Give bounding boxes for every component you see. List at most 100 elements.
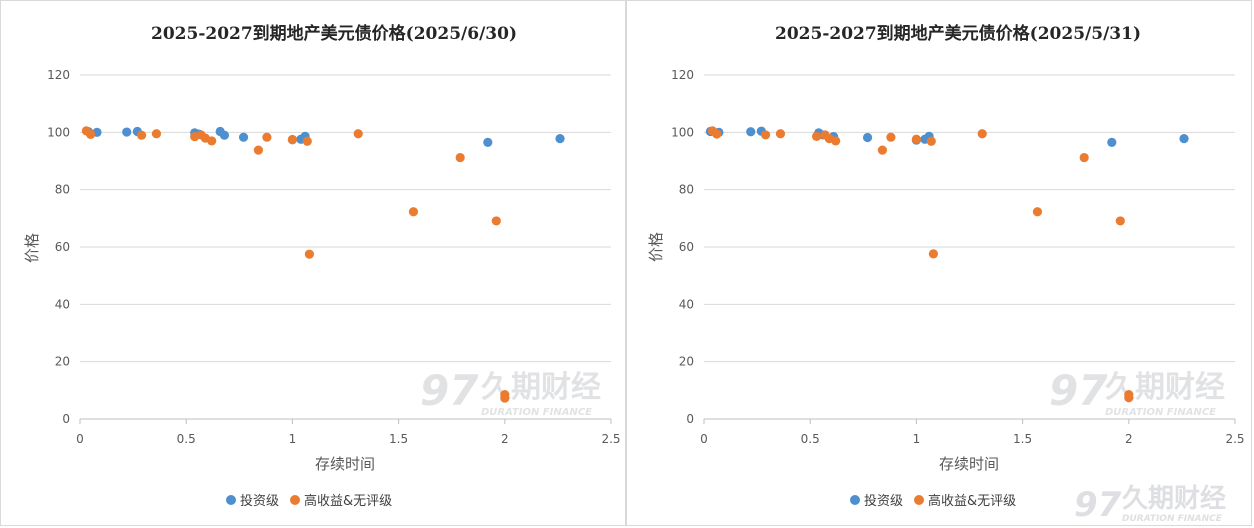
legend-marker-highyield [290,495,300,505]
x-tick-label: 0.5 [801,432,820,446]
chart-svg-may: 0 20 40 60 80 100 120 0 0.5 1 1.5 2 2.5 2025-2027到期… [647,23,1245,509]
investment-point [862,132,873,143]
watermark-cn: 久期财经 [481,370,601,405]
y-tick-label: 40 [679,297,694,311]
highyield-point [977,129,987,139]
watermark-logo: 97 [420,366,479,415]
highyield-point [926,136,936,146]
x-tick-label: 2 [1125,432,1133,446]
highyield-point [151,129,162,139]
legend-marker-highyield [914,495,924,505]
highyield-point [831,136,841,146]
investment-point [483,137,493,147]
x-ticks: 0 0.5 1 1.5 2 2.5 [700,419,1245,446]
y-tick-label: 20 [679,355,694,369]
watermark-en: DURATION FINANCE [481,407,592,418]
highyield-point [877,145,888,155]
watermark-logo: 97 [1049,366,1108,415]
highyield-point [928,249,938,259]
investment-point [746,127,756,137]
legend-label-highyield: 高收益&无评级 [304,493,392,509]
gridlines [80,74,611,420]
gridlines [704,74,1235,420]
highyield-point [86,129,96,139]
highyield-point [1124,390,1134,400]
x-tick-label: 0 [76,432,84,446]
legend-label-investment: 投资级 [240,493,279,509]
legend: 投资级 高收益&无评级 [226,493,392,509]
highyield-point [1115,216,1125,226]
chart-title: 2025-2027到期地产美元债价格(2025/6/30) [151,23,517,44]
highyield-point [455,152,465,163]
y-ticks: 0 20 40 60 80 100 120 [671,68,694,426]
highyield-point [302,136,312,146]
highyield-point [1032,207,1043,217]
x-axis-label: 存续时间 [939,455,999,473]
x-tick-label: 2.5 [601,432,620,446]
x-tick-label: 1 [289,432,297,446]
watermark-cn: 久期财经 [1105,370,1225,405]
y-axis-label: 价格 [23,233,41,263]
y-tick-label: 60 [55,240,70,254]
investment-point [122,127,132,137]
x-tick-label: 1.5 [1013,432,1032,446]
x-tick-label: 1 [913,432,921,446]
legend: 投资级 高收益&无评级 [850,493,1016,509]
y-tick-label: 0 [686,412,694,426]
y-tick-label: 120 [47,68,70,82]
y-tick-label: 100 [671,125,694,139]
x-tick-label: 2 [501,432,509,446]
y-tick-label: 40 [55,297,70,311]
investment-point [1107,137,1117,147]
watermark-en: DURATION FINANCE [1105,407,1216,418]
corner-watermark-logo: 97 [1074,485,1122,524]
highyield-point [775,129,786,139]
x-tick-label: 0 [700,432,708,446]
x-tick-label: 0.5 [177,432,196,446]
y-tick-label: 20 [55,355,70,369]
y-tick-label: 80 [679,183,694,197]
highyield-point [353,129,363,139]
data-points [81,126,565,403]
y-ticks: 0 20 40 60 80 100 120 [47,68,70,426]
highyield-point [207,136,217,146]
highyield-point [500,390,510,400]
highyield-point [408,207,419,217]
data-points [705,126,1189,403]
highyield-point [304,249,314,259]
investment-point [219,130,230,140]
highyield-point [1079,152,1089,163]
watermark: 97 久期财经 DURATION FINANCE [420,366,601,418]
corner-watermark-svg: 97 久期财经 DURATION FINANCE [1074,483,1226,525]
x-axis-label: 存续时间 [315,455,375,473]
legend-marker-investment [850,495,860,505]
x-tick-label: 2.5 [1225,432,1244,446]
watermark: 97 久期财经 DURATION FINANCE [1049,366,1225,418]
highyield-point [287,134,297,145]
x-tick-label: 1.5 [389,432,408,446]
y-tick-label: 100 [47,125,70,139]
y-tick-label: 0 [62,412,70,426]
y-tick-label: 80 [55,183,70,197]
highyield-point [712,129,722,139]
highyield-point [262,132,272,142]
legend-label-investment: 投资级 [864,493,903,509]
chart-title: 2025-2027到期地产美元债价格(2025/5/31) [775,23,1141,44]
investment-point [1179,134,1189,144]
highyield-point [911,134,921,144]
y-tick-label: 60 [679,240,694,254]
corner-watermark-cn: 久期财经 [1122,483,1226,514]
highyield-point [253,145,264,155]
legend-label-highyield: 高收益&无评级 [928,493,1016,509]
chart-panel-june: 0 20 40 60 80 100 120 0 0.5 1 1.5 2 2.5 2025-2027到期… [0,0,626,526]
corner-watermark: 97 久期财经 DURATION FINANCE [1072,480,1252,525]
highyield-point [811,131,822,141]
highyield-point [760,130,771,140]
chart-panel-may: 0 20 40 60 80 100 120 0 0.5 1 1.5 2 2.5 2025-2027到期… [626,0,1252,526]
y-axis-label: 价格 [647,232,665,262]
y-tick-label: 120 [671,68,694,82]
x-ticks: 0 0.5 1 1.5 2 2.5 [76,419,621,446]
investment-point [555,134,565,144]
investment-point [238,132,249,142]
highyield-point [491,216,501,226]
